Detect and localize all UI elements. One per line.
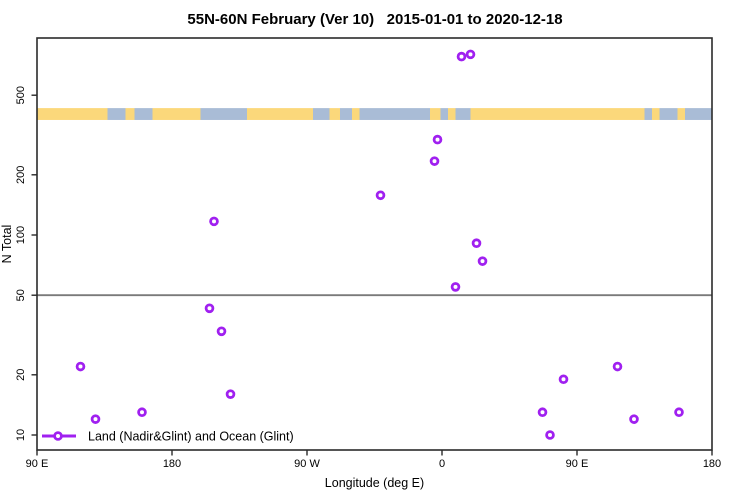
map-band-segment-land bbox=[329, 108, 340, 120]
map-band-segment-ocean bbox=[685, 108, 712, 120]
data-point bbox=[477, 256, 488, 266]
x-tick-label: 180 bbox=[703, 458, 721, 470]
data-point bbox=[674, 407, 684, 418]
legend-label: Land (Nadir&Glint) and Ocean (Glint) bbox=[88, 430, 294, 444]
x-axis-title: Longitude (deg E) bbox=[325, 476, 424, 490]
map-band-segment-land bbox=[652, 108, 660, 120]
data-point bbox=[629, 414, 639, 424]
y-tick-label: 50 bbox=[15, 289, 27, 301]
map-band-segment-land bbox=[37, 108, 108, 120]
map-band-segment-ocean bbox=[659, 108, 678, 120]
data-point bbox=[456, 51, 467, 62]
data-point bbox=[465, 49, 476, 60]
chart-title: 55N-60N February (Ver 10) 2015-01-01 to … bbox=[187, 11, 563, 28]
data-point bbox=[545, 430, 555, 440]
map-band-segment-land bbox=[430, 108, 441, 120]
map-band-segment-ocean bbox=[134, 108, 153, 120]
y-tick-label: 20 bbox=[15, 369, 27, 381]
map-band-segment-land bbox=[352, 108, 360, 120]
x-tick-label: 90 E bbox=[26, 458, 49, 470]
map-band-segment-ocean bbox=[340, 108, 352, 120]
data-point bbox=[225, 389, 236, 399]
data-point bbox=[75, 361, 86, 372]
data-point bbox=[537, 407, 548, 418]
x-tick-label: 180 bbox=[163, 458, 181, 470]
y-tick-label: 100 bbox=[15, 226, 27, 244]
map-band-segment-ocean bbox=[455, 108, 471, 120]
data-point bbox=[471, 238, 482, 248]
map-band-segment-land bbox=[152, 108, 201, 120]
legend-marker bbox=[53, 431, 63, 441]
x-tick-label: 90 E bbox=[566, 458, 589, 470]
map-band-segment-land bbox=[125, 108, 135, 120]
data-point bbox=[450, 282, 461, 292]
map-band-segment-land bbox=[448, 108, 456, 120]
y-tick-label: 10 bbox=[15, 429, 27, 441]
map-band-segment-ocean bbox=[200, 108, 247, 120]
plot-box bbox=[36, 37, 713, 451]
map-band-segment-land bbox=[247, 108, 313, 120]
y-tick-label: 500 bbox=[15, 86, 27, 104]
map-band-segment-ocean bbox=[440, 108, 448, 120]
data-point bbox=[216, 326, 227, 337]
data-point bbox=[137, 407, 147, 418]
map-band-segment-land bbox=[470, 108, 645, 120]
map-band-segment-land bbox=[677, 108, 685, 120]
map-band-segment-ocean bbox=[313, 108, 330, 120]
map-band-segment-ocean bbox=[359, 108, 430, 120]
map-band-segment-ocean bbox=[107, 108, 126, 120]
data-point bbox=[209, 216, 219, 227]
x-tick-label: 0 bbox=[439, 458, 445, 470]
y-axis-title: N Total bbox=[0, 225, 14, 264]
data-point bbox=[432, 134, 443, 145]
data-point bbox=[429, 156, 440, 166]
data-point bbox=[204, 303, 215, 314]
data-point bbox=[558, 374, 569, 385]
map-band-segment-ocean bbox=[644, 108, 652, 120]
y-tick-label: 200 bbox=[15, 166, 27, 184]
data-point bbox=[90, 414, 101, 424]
x-tick-label: 90 W bbox=[294, 458, 320, 470]
data-point bbox=[375, 190, 386, 201]
data-point bbox=[612, 361, 623, 372]
